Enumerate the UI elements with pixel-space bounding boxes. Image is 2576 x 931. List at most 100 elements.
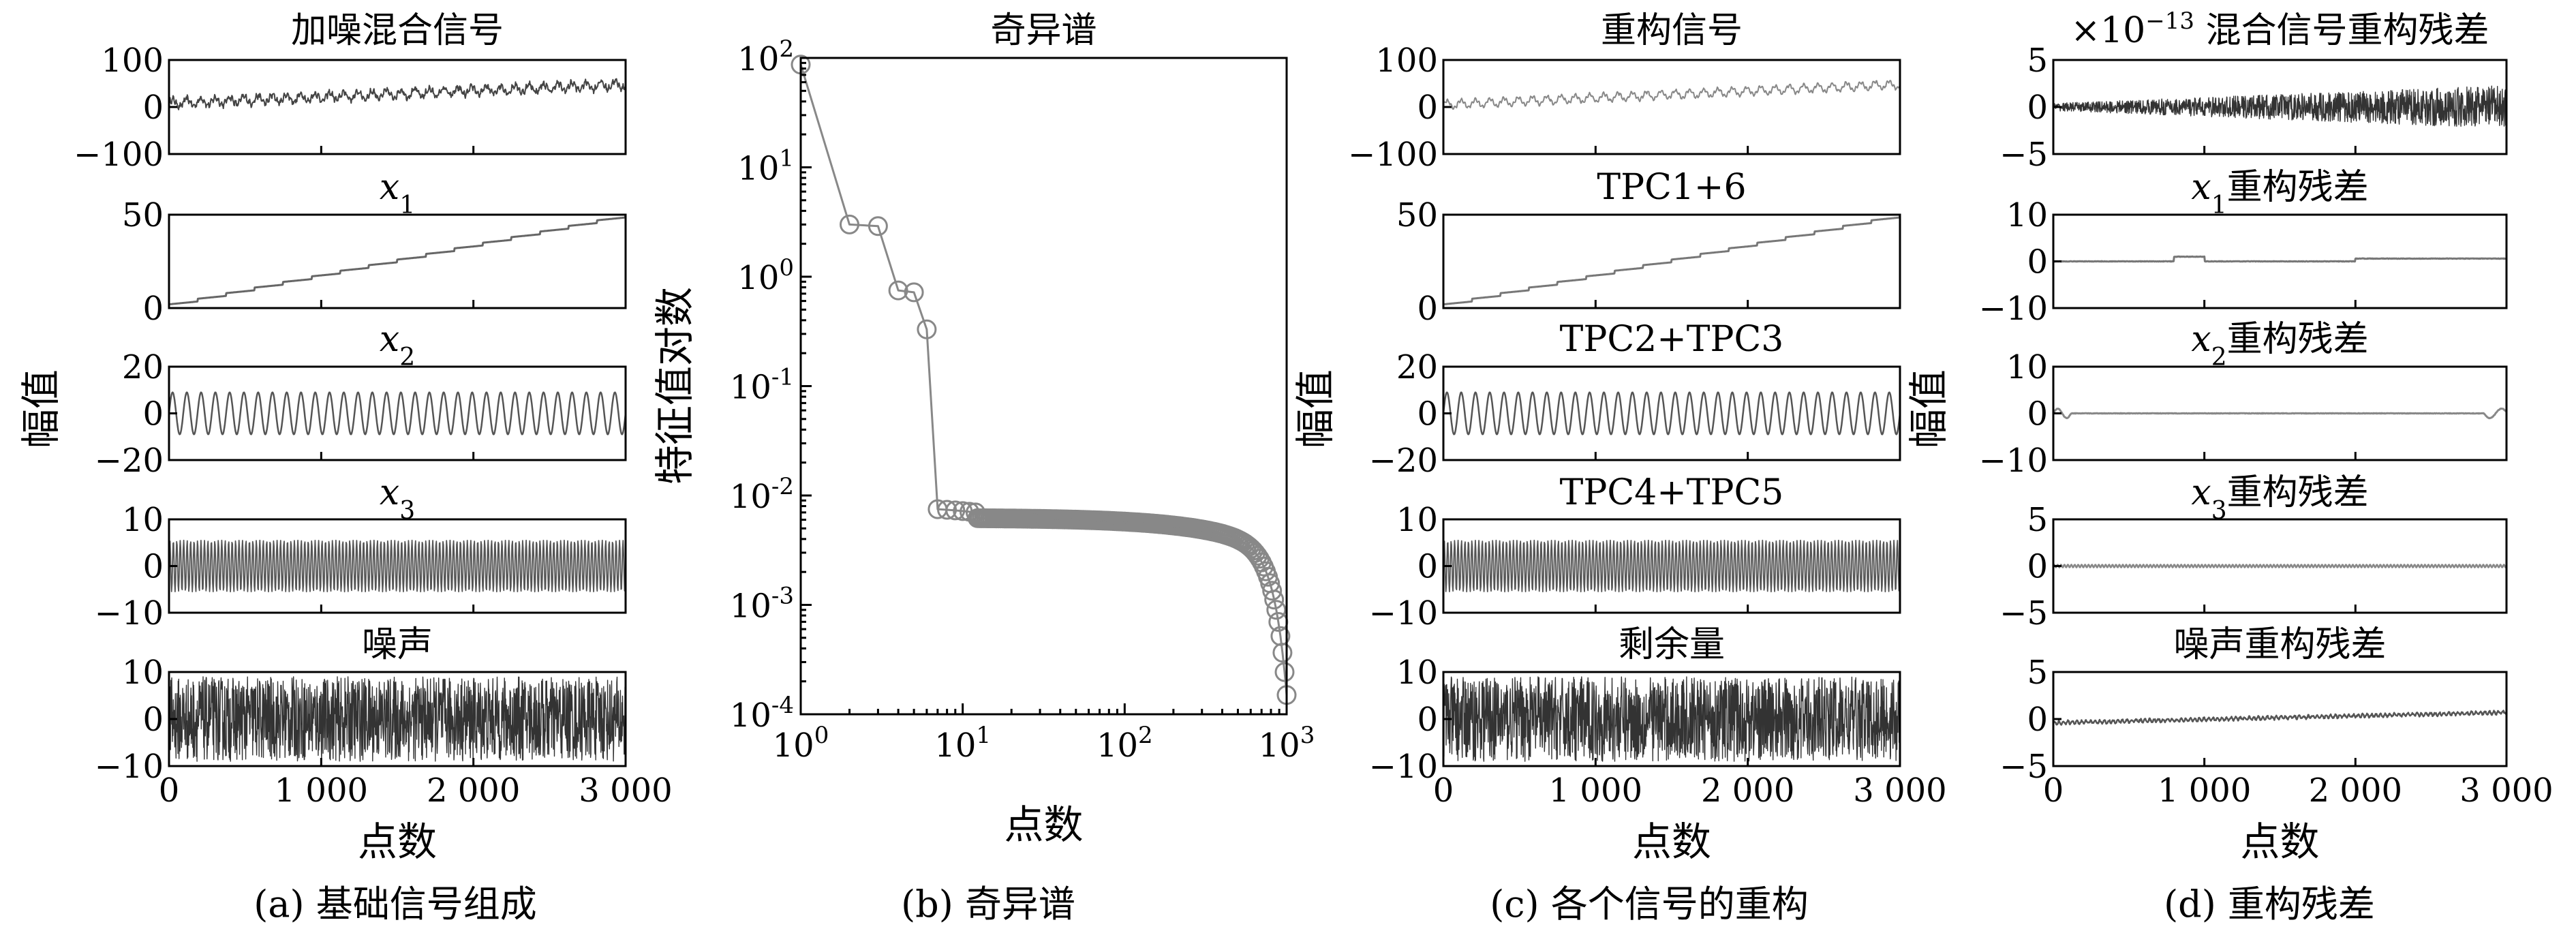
axes-frame [168,213,627,309]
subplot-c-1: 重构信号 −100 0 100 [1348,10,1901,174]
tick-exponent: 2 [779,35,794,63]
x-axis-label: 点数 [1632,819,1711,865]
x-tick-label: 0 [1433,772,1454,810]
subplot-a-2: x1 0 50 [122,167,627,328]
tick-base: 10 [730,478,771,516]
signal-line [168,676,626,762]
spectrum-point [917,319,937,339]
y-tick-label: 0 [2027,243,2048,281]
tick-exponent: 0 [814,722,829,749]
y-axis-label: 幅值 [1905,369,1952,448]
subplot-title: 加噪混合信号 [291,10,504,51]
y-tick-label: 0 [2027,548,2048,586]
y-tick-label: −100 [1348,136,1438,174]
title-main: TPC4+TPC5 [1560,472,1784,513]
x-axis-label: 点数 [358,819,437,865]
tick-exponent: 3 [1300,722,1315,749]
spectrum-point [868,216,888,236]
spectrum-point [888,280,908,301]
title-superscript: −13 [2145,7,2194,35]
tick-exponent: 1 [779,145,794,172]
signal-line [2052,564,2508,568]
y-tick-label: −20 [95,442,164,480]
title-rest: 重构残差 [2227,167,2369,208]
y-tick-label: 100 [737,254,794,297]
y-tick-label: 0 [1417,701,1438,739]
panel-d-caption: (d) 重构残差 [2164,883,2375,926]
y-tick-label: 0 [1417,290,1438,328]
subplot-d-1: ×10−13 混合信号重构残差 −5 0 5 [1999,7,2508,174]
tick-base: 10 [737,40,779,78]
title-subscript: 1 [399,192,415,219]
y-tick-label: −10 [1979,290,2048,328]
signal-line [168,78,626,110]
title-main: 加噪混合信号 [291,10,504,51]
y-tick-label: 0 [2027,701,2048,739]
spectrum-point [937,500,957,520]
y-tick-label: 10-4 [730,692,794,735]
spectrum-point [1262,581,1283,601]
signal-line [2053,255,2507,263]
subplot-title: x3 [380,472,415,525]
subplot-title: 剩余量 [1619,624,1725,665]
tick-base: 10 [737,150,779,188]
y-tick-label: 100 [101,42,164,80]
spectrum-point [1266,600,1287,620]
title-main: TPC2+TPC3 [1560,319,1784,360]
panel-a-signal-components: 加噪混合信号−1000100x1050x2−20020x3−10010噪声−10… [18,10,673,865]
subplot-title: x2 [380,319,415,371]
panel-c-caption: (c) 各个信号的重构 [1490,883,1809,926]
y-tick-label: 10 [122,501,164,539]
x-tick-label: 101 [934,722,991,765]
title-main: 剩余量 [1619,624,1725,665]
title-subscript: 3 [2211,497,2227,525]
y-tick-label: 10 [122,654,164,692]
y-axis-label: 幅值 [18,369,64,448]
subplot-title: 噪声重构残差 [2173,624,2386,665]
subplot-c-4: TPC4+TPC5 −10 0 10 [1369,472,1901,632]
title-rest: 混合信号重构残差 [2194,10,2489,51]
y-tick-label: 101 [737,145,794,188]
x-tick-label: 1 000 [2158,772,2251,810]
y-tick-label: 0 [2027,89,2048,127]
x-tick-label: 100 [773,722,829,765]
spectrum-point [904,282,924,303]
title-main: x [380,167,399,208]
title-main: x [2191,472,2211,513]
title-main: x [2191,319,2211,360]
y-tick-label: 10 [1396,501,1438,539]
subplot-title: TPC2+TPC3 [1560,319,1784,360]
y-tick-label: 20 [122,348,164,386]
subplot-title: ×10−13 混合信号重构残差 [2070,7,2489,51]
title-main: x [380,472,399,513]
title-main: x [380,319,399,360]
subplot-a-4: x3 −10 0 10 [95,472,627,632]
subplot-a-3: x2 −20 0 20 [95,319,627,480]
y-axis-label: 幅值 [1292,369,1338,448]
x-tick-label: 3 000 [1853,772,1946,810]
title-rest: 重构残差 [2227,472,2369,513]
subplot-title: x1 [380,167,415,219]
subplot-title: x2重构残差 [2191,319,2368,371]
subplot-title: x3重构残差 [2191,472,2368,525]
y-tick-label: 50 [122,196,164,234]
y-tick-label: −10 [95,594,164,632]
subplot-c-2: TPC1+6 0 50 [1396,167,1901,328]
tick-base: 10 [737,259,779,297]
subplot-c-3: TPC2+TPC3 −20 0 20 [1369,319,1901,480]
x-tick-label: 0 [159,772,180,810]
tick-exponent: -2 [771,473,794,500]
tick-base: 10 [730,587,771,626]
tick-exponent: -3 [771,583,794,610]
tick-base: 10 [1259,727,1300,765]
signal-line [2053,85,2507,127]
y-tick-label: 0 [142,548,164,586]
signal-line [168,539,626,593]
subplot-title: 噪声 [362,624,433,665]
y-tick-label: −5 [1999,136,2048,174]
spectrum-point [840,214,859,234]
signal-line [1443,539,1901,593]
title-subscript: 2 [2211,344,2227,371]
